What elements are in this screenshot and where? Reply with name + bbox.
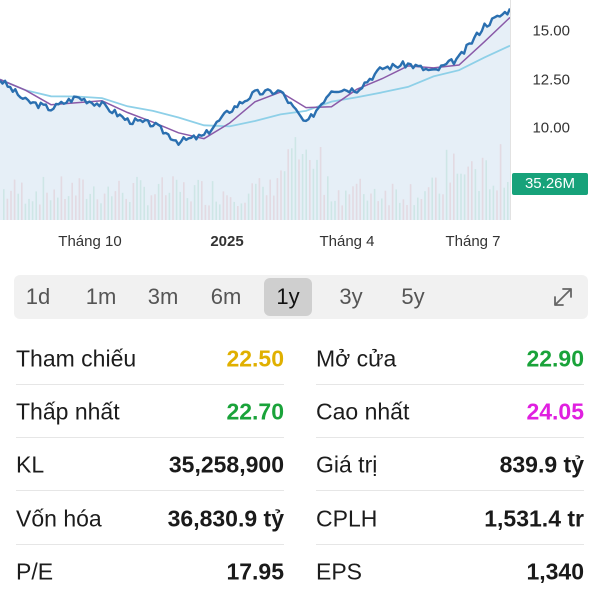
stat-label: Tham chiếu [16, 345, 137, 372]
price-chart[interactable]: 15.00 12.50 10.00 35.26M Tháng 10 2025 T… [0, 0, 600, 262]
range-button-5y[interactable]: 5y [401, 284, 425, 309]
stat-value: 35,258,900 [168, 451, 284, 478]
stat-row-reference: Tham chiếu 22.50 [16, 333, 284, 385]
stat-row-value: Giá trị 839.9 tỷ [316, 439, 584, 491]
price-line [0, 8, 512, 146]
divider [316, 384, 584, 385]
stat-row-high: Cao nhất 24.05 [316, 386, 584, 438]
price-axis-label: 10.00 [532, 119, 570, 137]
stat-row-low: Thấp nhất 22.70 [16, 386, 284, 438]
stat-value: 36,830.9 tỷ [167, 505, 284, 532]
stat-row-shares-listed: CPLH 1,531.4 tr [316, 493, 584, 545]
stat-value: 22.70 [226, 398, 284, 425]
divider [316, 544, 584, 545]
divider [316, 437, 584, 438]
stat-row-eps: EPS 1,340 [316, 546, 584, 598]
moving-average-long [0, 44, 511, 128]
stat-row-market-cap: Vốn hóa 36,830.9 tỷ [16, 493, 284, 545]
divider [16, 384, 284, 385]
price-chart-svg[interactable] [0, 0, 600, 262]
range-button-1y[interactable]: 1y [264, 278, 312, 316]
stat-label: KL [16, 451, 45, 478]
stat-label: CPLH [316, 505, 378, 532]
range-button-3y[interactable]: 3y [339, 284, 363, 309]
time-range-selector: 1d 1m 3m 6m 1y 3y 5y [14, 275, 588, 319]
price-axis-label: 12.50 [532, 71, 570, 89]
stat-label: EPS [316, 558, 363, 585]
expand-icon[interactable] [552, 286, 574, 308]
divider [16, 544, 284, 545]
stat-label: P/E [16, 558, 54, 585]
divider [16, 490, 284, 491]
stat-label: Giá trị [316, 451, 378, 478]
stat-label: Vốn hóa [16, 505, 102, 532]
stat-label: Thấp nhất [16, 398, 120, 425]
stat-row-volume: KL 35,258,900 [16, 439, 284, 491]
divider [16, 437, 284, 438]
stat-value: 1,531.4 tr [484, 505, 584, 532]
range-button-3m[interactable]: 3m [147, 284, 179, 309]
stat-value: 17.95 [226, 558, 284, 585]
range-button-6m[interactable]: 6m [210, 284, 242, 309]
x-axis-label: Tháng 4 [319, 233, 375, 250]
range-button-1m[interactable]: 1m [85, 284, 117, 309]
range-button-1d[interactable]: 1d [25, 284, 51, 309]
stat-row-pe: P/E 17.95 [16, 546, 284, 598]
stat-label: Mở cửa [316, 345, 397, 372]
stat-value: 839.9 tỷ [499, 451, 584, 478]
stat-label: Cao nhất [316, 398, 410, 425]
x-axis-label: Tháng 7 [445, 233, 501, 250]
x-axis-label: 2025 [210, 233, 244, 250]
volume-badge: 35.26M [512, 173, 588, 195]
stat-value: 24.05 [526, 398, 584, 425]
x-axis-label: Tháng 10 [58, 233, 122, 250]
stat-row-open: Mở cửa 22.90 [316, 333, 584, 385]
divider [316, 490, 584, 491]
price-axis-label: 15.00 [532, 22, 570, 40]
stat-value: 1,340 [526, 558, 584, 585]
stat-value: 22.90 [526, 345, 584, 372]
stat-value: 22.50 [226, 345, 284, 372]
price-area [0, 8, 510, 220]
